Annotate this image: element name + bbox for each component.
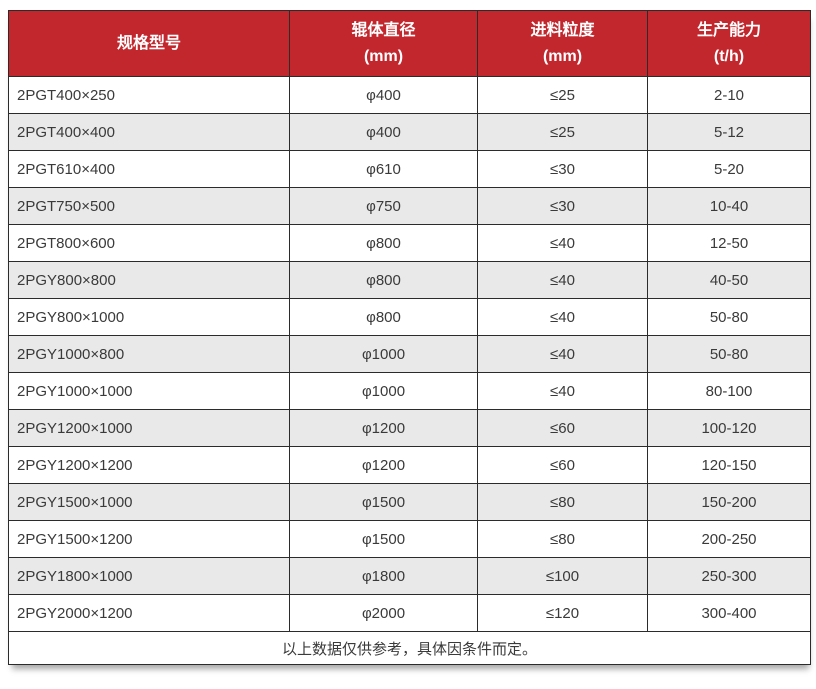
- spec-table: 规格型号 辊体直径 (mm) 进料粒度 (mm) 生产能力 (t/h) 2PGT…: [8, 10, 811, 665]
- cell-feed_size: ≤60: [477, 446, 648, 484]
- table-row: 2PGT610×400 φ610 ≤30 5-20: [8, 150, 811, 188]
- cell-diameter: φ400: [289, 76, 478, 114]
- cell-diameter: φ800: [289, 224, 478, 262]
- header-diameter-label: 辊体直径: [351, 21, 416, 39]
- cell-diameter: φ1000: [289, 335, 478, 373]
- cell-capacity: 40-50: [647, 261, 811, 299]
- table-row: 2PGT750×500 φ750 ≤30 10-40: [8, 187, 811, 225]
- cell-model: 2PGT400×250: [8, 76, 290, 114]
- cell-feed_size: ≤40: [477, 261, 648, 299]
- cell-capacity: 200-250: [647, 520, 811, 558]
- cell-model: 2PGY800×800: [8, 261, 290, 299]
- table-row: 2PGY1000×800 φ1000 ≤40 50-80: [8, 335, 811, 373]
- table-row: 2PGT400×250 φ400 ≤25 2-10: [8, 76, 811, 114]
- cell-capacity: 80-100: [647, 372, 811, 410]
- cell-diameter: φ1500: [289, 520, 478, 558]
- cell-feed_size: ≤120: [477, 594, 648, 632]
- table-row: 2PGY1200×1000 φ1200 ≤60 100-120: [8, 409, 811, 447]
- cell-feed_size: ≤80: [477, 483, 648, 521]
- cell-capacity: 250-300: [647, 557, 811, 595]
- table-row: 2PGY1500×1000 φ1500 ≤80 150-200: [8, 483, 811, 521]
- header-capacity: 生产能力 (t/h): [647, 10, 811, 77]
- cell-diameter: φ400: [289, 113, 478, 151]
- cell-capacity: 100-120: [647, 409, 811, 447]
- cell-diameter: φ1200: [289, 409, 478, 447]
- table-row: 2PGY800×1000 φ800 ≤40 50-80: [8, 298, 811, 336]
- cell-feed_size: ≤30: [477, 150, 648, 188]
- cell-model: 2PGY1000×800: [8, 335, 290, 373]
- cell-feed_size: ≤40: [477, 298, 648, 336]
- cell-diameter: φ1200: [289, 446, 478, 484]
- cell-feed_size: ≤25: [477, 76, 648, 114]
- cell-model: 2PGY1200×1000: [8, 409, 290, 447]
- cell-feed_size: ≤80: [477, 520, 648, 558]
- cell-model: 2PGY2000×1200: [8, 594, 290, 632]
- table-body: 2PGT400×250 φ400 ≤25 2-10 2PGT400×400 φ400 ≤25…: [8, 76, 811, 632]
- header-model: 规格型号: [8, 10, 290, 77]
- cell-model: 2PGY1200×1200: [8, 446, 290, 484]
- cell-capacity: 150-200: [647, 483, 811, 521]
- table-row: 2PGY1000×1000 φ1000 ≤40 80-100: [8, 372, 811, 410]
- cell-model: 2PGT750×500: [8, 187, 290, 225]
- cell-capacity: 50-80: [647, 298, 811, 336]
- cell-model: 2PGT610×400: [8, 150, 290, 188]
- table-row: 2PGY2000×1200 φ2000 ≤120 300-400: [8, 594, 811, 632]
- header-model-label: 规格型号: [116, 34, 181, 52]
- cell-model: 2PGY1500×1000: [8, 483, 290, 521]
- cell-model: 2PGT800×600: [8, 224, 290, 262]
- table-row: 2PGY1800×1000 φ1800 ≤100 250-300: [8, 557, 811, 595]
- header-feed-size: 进料粒度 (mm): [477, 10, 648, 77]
- cell-model: 2PGT400×400: [8, 113, 290, 151]
- cell-diameter: φ800: [289, 261, 478, 299]
- header-capacity-unit: (t/h): [713, 47, 745, 65]
- header-row: 规格型号 辊体直径 (mm) 进料粒度 (mm) 生产能力 (t/h): [8, 10, 811, 77]
- table-footer: 以上数据仅供参考，具体因条件而定。: [8, 631, 811, 665]
- cell-model: 2PGY1500×1200: [8, 520, 290, 558]
- footer-note: 以上数据仅供参考，具体因条件而定。: [8, 631, 811, 665]
- cell-diameter: φ2000: [289, 594, 478, 632]
- cell-diameter: φ1800: [289, 557, 478, 595]
- footer-row: 以上数据仅供参考，具体因条件而定。: [8, 631, 811, 665]
- table-row: 2PGT800×600 φ800 ≤40 12-50: [8, 224, 811, 262]
- cell-model: 2PGY1800×1000: [8, 557, 290, 595]
- cell-feed_size: ≤30: [477, 187, 648, 225]
- cell-feed_size: ≤40: [477, 335, 648, 373]
- cell-feed_size: ≤100: [477, 557, 648, 595]
- table-header: 规格型号 辊体直径 (mm) 进料粒度 (mm) 生产能力 (t/h): [8, 10, 811, 77]
- cell-model: 2PGY800×1000: [8, 298, 290, 336]
- cell-feed_size: ≤25: [477, 113, 648, 151]
- header-feed-size-unit: (mm): [542, 47, 583, 65]
- cell-diameter: φ750: [289, 187, 478, 225]
- cell-capacity: 2-10: [647, 76, 811, 114]
- table-row: 2PGY1500×1200 φ1500 ≤80 200-250: [8, 520, 811, 558]
- table-row: 2PGT400×400 φ400 ≤25 5-12: [8, 113, 811, 151]
- header-diameter-unit: (mm): [363, 47, 404, 65]
- cell-feed_size: ≤40: [477, 372, 648, 410]
- table-row: 2PGY800×800 φ800 ≤40 40-50: [8, 261, 811, 299]
- cell-capacity: 5-20: [647, 150, 811, 188]
- cell-feed_size: ≤40: [477, 224, 648, 262]
- cell-capacity: 120-150: [647, 446, 811, 484]
- cell-model: 2PGY1000×1000: [8, 372, 290, 410]
- cell-diameter: φ610: [289, 150, 478, 188]
- cell-diameter: φ800: [289, 298, 478, 336]
- cell-capacity: 5-12: [647, 113, 811, 151]
- header-diameter: 辊体直径 (mm): [289, 10, 478, 77]
- cell-capacity: 12-50: [647, 224, 811, 262]
- cell-capacity: 50-80: [647, 335, 811, 373]
- cell-feed_size: ≤60: [477, 409, 648, 447]
- cell-capacity: 10-40: [647, 187, 811, 225]
- cell-diameter: φ1500: [289, 483, 478, 521]
- header-feed-size-label: 进料粒度: [530, 21, 595, 39]
- cell-capacity: 300-400: [647, 594, 811, 632]
- table-row: 2PGY1200×1200 φ1200 ≤60 120-150: [8, 446, 811, 484]
- cell-diameter: φ1000: [289, 372, 478, 410]
- header-capacity-label: 生产能力: [696, 21, 761, 39]
